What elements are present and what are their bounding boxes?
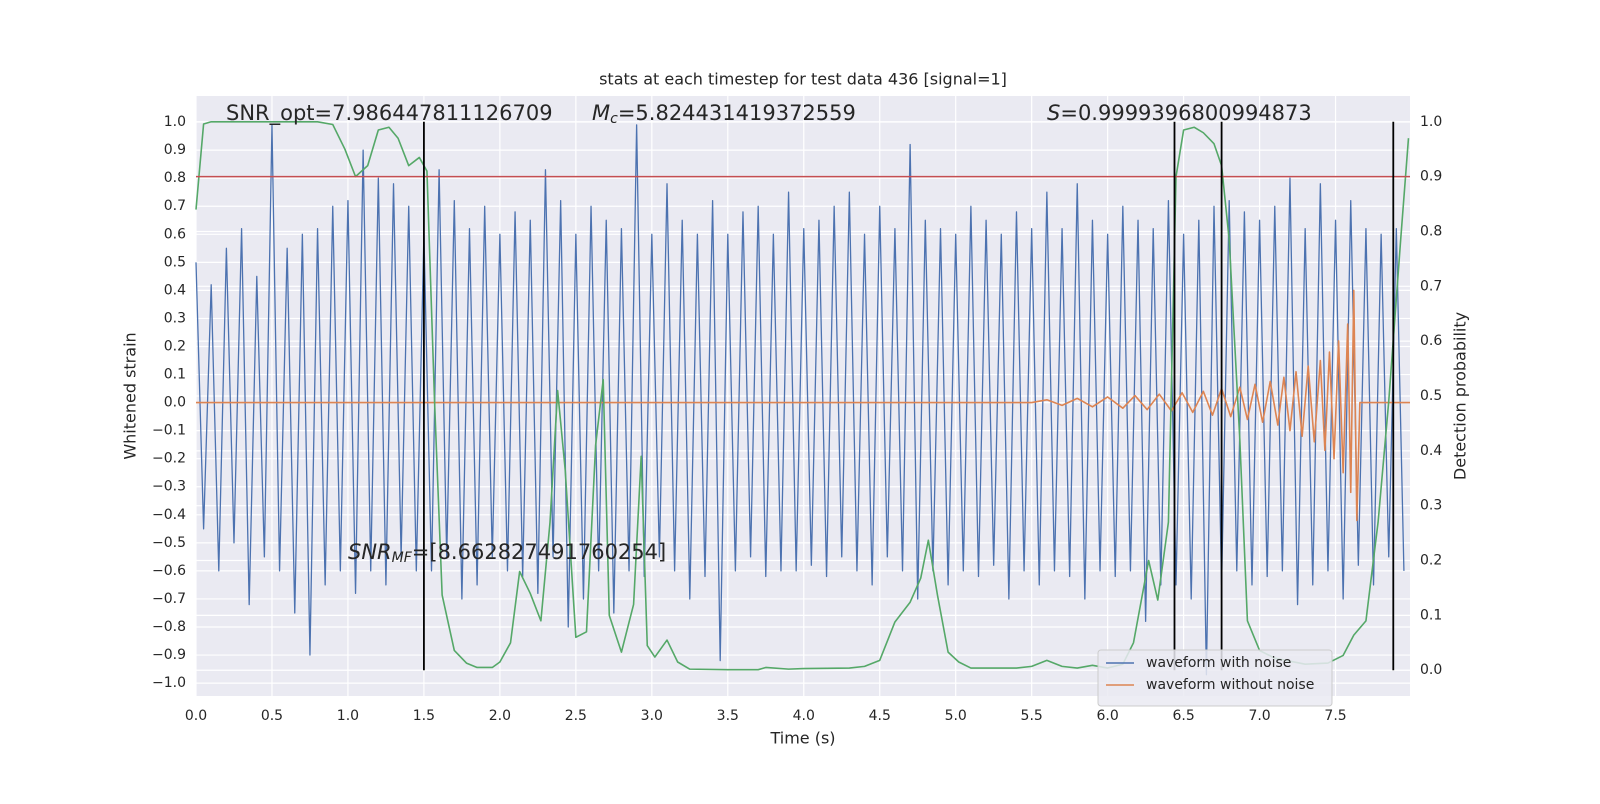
annotation: Mc=5.824431419372559	[592, 101, 856, 127]
y-tick-label: 0.7	[164, 198, 186, 214]
x-tick-label: 0.5	[261, 708, 283, 724]
y2-tick-label: 0.3	[1420, 498, 1442, 514]
x-tick-label: 7.0	[1248, 708, 1270, 724]
legend-box	[1097, 649, 1333, 707]
y-tick-label: 0.1	[164, 367, 186, 383]
x-tick-label: 3.0	[641, 708, 663, 724]
annotation-symbol: SNR	[348, 540, 392, 564]
y-tick-label: −0.6	[152, 563, 186, 579]
y2-tick-label: 0.5	[1420, 388, 1442, 404]
annotation-subscript: MF	[392, 550, 413, 566]
y-tick-label: 0.3	[164, 310, 186, 326]
x-tick-label: 5.5	[1021, 708, 1043, 724]
x-tick-label: 6.5	[1172, 708, 1194, 724]
y-tick-label: 0.8	[164, 170, 186, 186]
y-axis-label: Whitened strain	[121, 332, 140, 459]
x-tick-label: 5.0	[945, 708, 967, 724]
x-tick-label: 1.5	[413, 708, 435, 724]
y-tick-label: −0.3	[152, 479, 186, 495]
y-tick-label: 0.0	[164, 395, 186, 411]
y-tick-label: −0.7	[152, 591, 186, 607]
y-tick-label: 1.0	[164, 114, 186, 130]
y2-tick-label: 0.4	[1420, 443, 1442, 459]
y-tick-label: 0.2	[164, 338, 186, 354]
y-tick-label: 0.4	[164, 282, 186, 298]
y-tick-label: −1.0	[152, 675, 186, 691]
y-tick-label: −0.1	[152, 423, 186, 439]
marks	[195, 120, 1410, 676]
x-tick-label: 6.0	[1097, 708, 1119, 724]
legend-label: waveform without noise	[1146, 677, 1314, 693]
annotation: SNR_opt=7.986447811126709	[226, 101, 553, 126]
x-tick-label: 2.0	[489, 708, 511, 724]
y2-tick-label: 1.0	[1420, 114, 1442, 130]
y-tick-label: −0.2	[152, 451, 186, 467]
x-tick-label: 0.0	[185, 708, 207, 724]
x-tick-label: 3.5	[717, 708, 739, 724]
annotation-text: SNR_opt=7.986447811126709	[226, 101, 553, 126]
y-tick-label: 0.6	[164, 226, 186, 242]
annotation-text: =5.824431419372559	[618, 101, 856, 125]
y-tick-label: −0.9	[152, 647, 186, 663]
x-tick-label: 2.5	[565, 708, 587, 724]
y2-tick-label: 0.6	[1420, 333, 1442, 349]
annotation: S=0.9999396800994873	[1047, 101, 1312, 125]
annotation-subscript: c	[610, 111, 618, 127]
y2-tick-label: 0.2	[1420, 553, 1442, 569]
y-tick-label: −0.4	[152, 507, 186, 523]
y2-tick-label: 0.9	[1420, 169, 1442, 185]
labels: stats at each timestep for test data 436…	[121, 70, 1470, 748]
annotation-text: =[8.662827491760254]	[412, 540, 666, 564]
y2-tick-label: 0.8	[1420, 223, 1442, 239]
y2-axis-label: Detection probability	[1451, 312, 1470, 480]
x-axis-label: Time (s)	[769, 729, 835, 748]
x-tick-label: 7.5	[1324, 708, 1346, 724]
annotation-symbol: M	[592, 101, 610, 125]
y2-tick-label: 0.0	[1420, 662, 1442, 678]
chart-title: stats at each timestep for test data 436…	[599, 70, 1007, 89]
y-tick-label: 0.9	[164, 142, 186, 158]
x-tick-label: 4.5	[869, 708, 891, 724]
y2-tick-label: 0.7	[1420, 278, 1442, 294]
annotation-text: =0.9999396800994873	[1060, 101, 1311, 125]
y-tick-label: −0.8	[152, 619, 186, 635]
series-line	[196, 289, 1410, 522]
series-line	[195, 120, 1410, 671]
y-tick-label: 0.5	[164, 254, 186, 270]
series-line	[195, 124, 1405, 676]
y-tick-label: −0.5	[152, 535, 186, 551]
annotation: SNRMF=[8.662827491760254]	[348, 540, 666, 566]
x-tick-label: 1.0	[337, 708, 359, 724]
legend-label: waveform with noise	[1146, 655, 1291, 671]
x-tick-label: 4.0	[793, 708, 815, 724]
y2-tick-label: 0.1	[1420, 607, 1442, 623]
annotation-symbol: S	[1047, 101, 1060, 125]
